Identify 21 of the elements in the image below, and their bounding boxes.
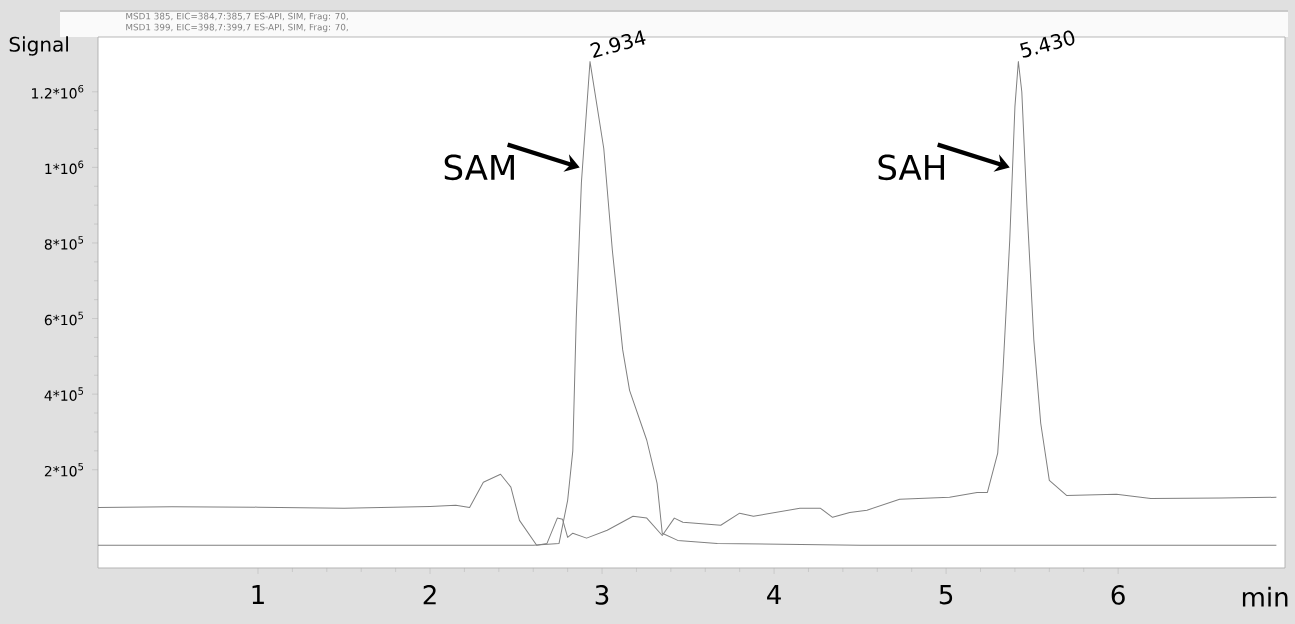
annotation: 5.430 (1020, 30, 1075, 58)
x-tick-label: 5 (939, 585, 953, 605)
y-tick-label: 1*10$^{6}$ (45, 160, 84, 175)
x-tick-label: 1 (252, 585, 264, 605)
x-axis-title: min (1242, 586, 1288, 607)
x-tick-label: 3 (595, 585, 609, 605)
x-tick-label: 4 (767, 585, 781, 605)
annotation: SAH (878, 154, 945, 181)
y-tick-label: 4*10$^{5}$ (44, 387, 84, 401)
annotation: SAM (444, 154, 514, 181)
annotation: 2.934 (590, 30, 646, 58)
text: MSD1 385, EIC=384,7:385,7 ES-API, SIM, Frag: 70, (126, 12, 348, 22)
x-tick-label: 2 (423, 585, 436, 605)
line-series (97, 61, 1277, 546)
x-tick-label: 6 (1111, 585, 1125, 605)
y-tick-label: 6*10$^{5}$ (44, 311, 84, 326)
y-tick-label: 8*10$^{5}$ (44, 236, 84, 250)
y-axis-title: Signal (9, 36, 68, 56)
text: MSD1 399, EIC=398,7:399,7 ES-API, SIM, Frag: 70, (126, 23, 348, 33)
y-tick-label: 2*10$^{5}$ (44, 462, 84, 477)
y-tick-label: 1.2*10$^{6}$ (32, 84, 84, 99)
